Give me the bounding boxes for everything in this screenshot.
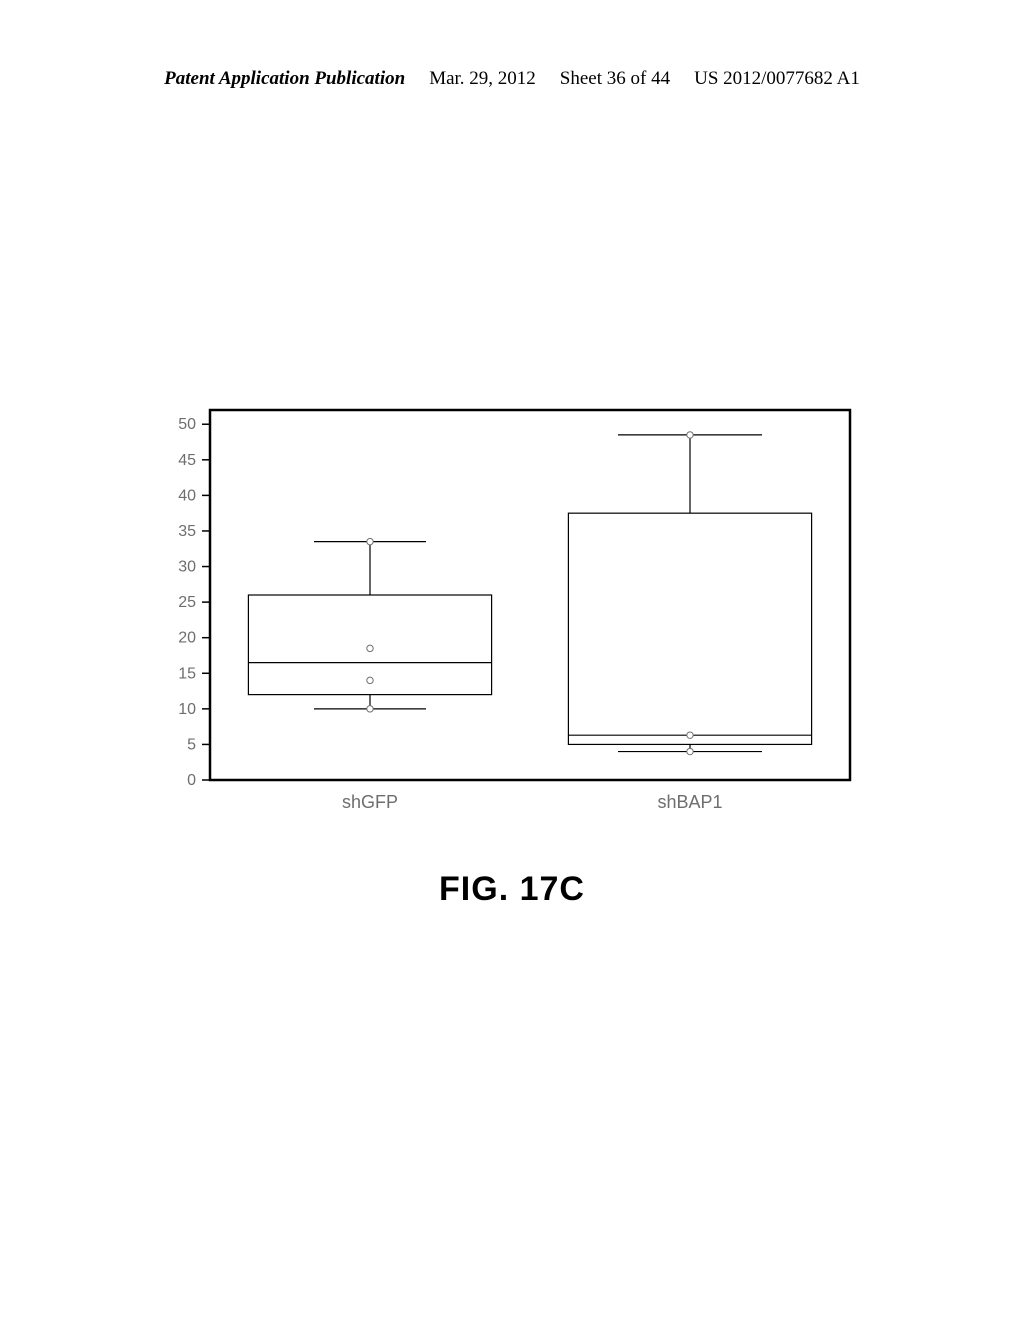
svg-text:25: 25 xyxy=(178,594,196,611)
svg-text:5: 5 xyxy=(187,736,196,753)
svg-text:shBAP1: shBAP1 xyxy=(657,792,722,812)
svg-text:20: 20 xyxy=(178,630,196,647)
svg-text:50: 50 xyxy=(178,416,196,433)
patent-header: Patent Application Publication Mar. 29, … xyxy=(0,68,1024,90)
svg-text:15: 15 xyxy=(178,665,196,682)
svg-text:shGFP: shGFP xyxy=(342,792,398,812)
header-line: Patent Application Publication Mar. 29, … xyxy=(0,68,1024,90)
header-sheet: Sheet 36 of 44 xyxy=(560,68,670,90)
header-docnum: US 2012/0077682 A1 xyxy=(694,68,860,90)
svg-text:30: 30 xyxy=(178,559,196,576)
svg-text:40: 40 xyxy=(178,487,196,504)
svg-text:10: 10 xyxy=(178,701,196,718)
svg-text:45: 45 xyxy=(178,452,196,469)
boxplot-svg: 0 5 10 15 20 25 30 35 40 45 50 shGFP shBAP1 xyxy=(140,400,860,830)
boxplot-chart: 0 5 10 15 20 25 30 35 40 45 50 shGFP shBAP1 xyxy=(140,400,860,830)
figure-caption: FIG. 17C xyxy=(0,870,1024,909)
svg-text:35: 35 xyxy=(178,523,196,540)
header-publication: Patent Application Publication xyxy=(164,68,405,90)
header-date: Mar. 29, 2012 xyxy=(429,68,536,90)
svg-text:0: 0 xyxy=(187,772,196,789)
page: Patent Application Publication Mar. 29, … xyxy=(0,0,1024,1320)
